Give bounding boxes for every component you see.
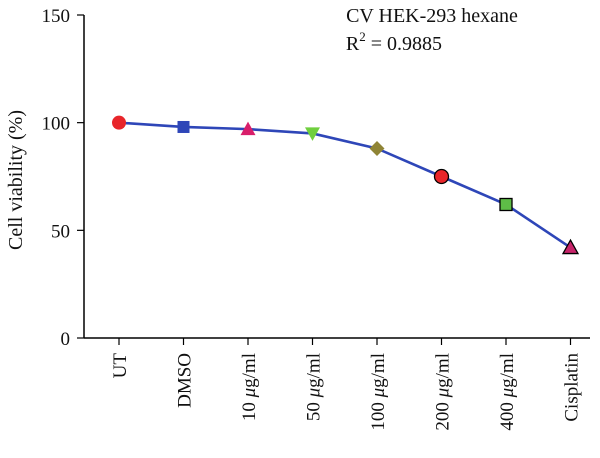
data-point-circle [433, 168, 450, 185]
x-tick-label: 10 μg/ml [239, 353, 260, 421]
x-tick-label-unit: μ [497, 388, 518, 399]
data-point-square [499, 197, 513, 212]
data-point-square [177, 120, 190, 133]
x-tick-label-number: 100 [368, 397, 389, 430]
x-tick-label-unit-rest: g/ml [239, 353, 260, 388]
data-point-circle [112, 115, 126, 130]
x-tick-label: 50 μg/ml [304, 353, 325, 421]
x-tick-label: 400 μg/ml [497, 353, 518, 431]
x-tick-label-unit: μ [368, 388, 389, 399]
x-tick-label-unit: μ [433, 388, 454, 399]
x-tick-label-number: 400 [497, 397, 518, 430]
data-point-triangle-down [305, 127, 320, 141]
x-tick-label-unit-rest: g/ml [368, 353, 389, 388]
x-tick-label-number: 10 [239, 397, 260, 421]
chart-title: CV HEK-293 hexane [346, 5, 518, 27]
x-tick-label-unit-rest: g/ml [497, 353, 518, 388]
y-tick-label: 150 [42, 6, 71, 27]
x-tick-label: UT [110, 353, 131, 379]
x-tick-label-unit: μ [239, 388, 260, 399]
data-point-triangle-up [561, 238, 580, 255]
x-tick-label-unit-rest: g/ml [304, 353, 325, 388]
r-squared-annotation: R2 = 0.9885 [346, 29, 442, 55]
y-tick-label: 0 [61, 329, 71, 350]
x-tick-label-unit-rest: g/ml [433, 353, 454, 388]
y-tick-label: 100 [42, 114, 71, 135]
r2-superscript: 2 [359, 29, 366, 44]
r2-value: = 0.9885 [366, 33, 442, 55]
x-tick-label: DMSO [175, 353, 196, 408]
series-layer [112, 115, 580, 255]
x-tick-label-number: 200 [433, 397, 454, 430]
y-axis-label: Cell viability (%) [5, 110, 27, 250]
x-tick-label: 100 μg/ml [368, 353, 389, 431]
series-line [118, 121, 572, 249]
data-point-triangle-up [240, 121, 256, 136]
x-tick-label: Cisplatin [562, 353, 583, 422]
data-point-diamond [369, 141, 385, 157]
x-tick-label-unit: μ [304, 388, 325, 399]
y-tick-label: 50 [51, 221, 70, 242]
x-tick-label: 200 μg/ml [433, 353, 454, 431]
x-tick-label-number: 50 [304, 397, 325, 421]
r2-prefix: R [346, 33, 360, 55]
